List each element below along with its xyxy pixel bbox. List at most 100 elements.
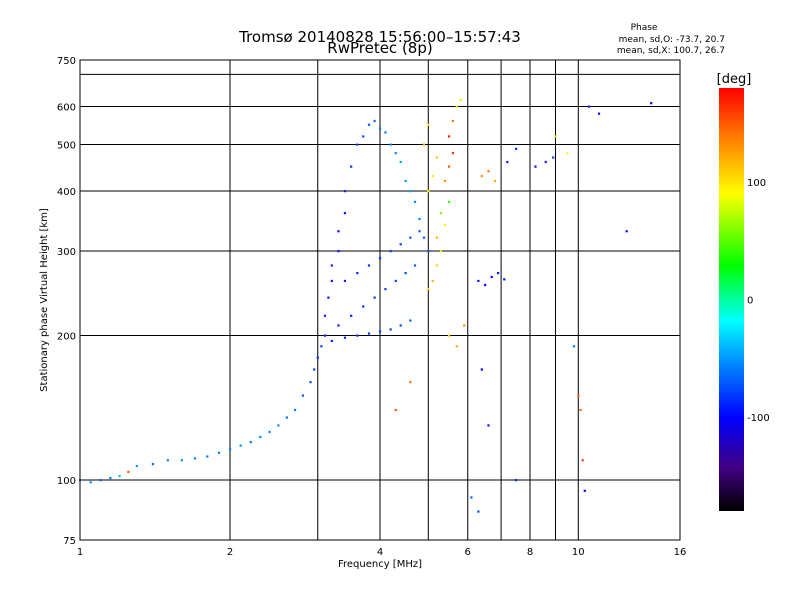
data-point [330, 339, 333, 343]
data-point [439, 212, 443, 215]
data-point [350, 165, 353, 168]
data-point [515, 147, 518, 150]
data-point [268, 430, 271, 434]
data-point [447, 165, 451, 168]
data-point [379, 127, 382, 130]
data-point [259, 435, 262, 439]
x-tick-label: 2 [227, 547, 233, 558]
data-point [394, 279, 397, 283]
data-point [239, 444, 242, 447]
data-point [343, 336, 347, 339]
data-point [443, 223, 447, 227]
data-point [337, 250, 340, 253]
data-point [89, 481, 92, 484]
y-tick-label: 500 [57, 141, 76, 152]
data-point [293, 408, 297, 412]
data-point [413, 200, 417, 203]
data-point [99, 479, 102, 482]
data-point [343, 190, 347, 193]
x-tick-label: 16 [674, 547, 687, 558]
data-point [625, 230, 628, 233]
y-tick-label: 600 [57, 103, 76, 114]
x-tick-labels: 1 2 4 6 8 10 16 [77, 547, 687, 558]
data-point [435, 236, 438, 239]
data-point [459, 98, 462, 101]
data-point [451, 119, 455, 123]
x-tick-label: 1 [77, 547, 83, 558]
y-tick-labels: 75 100 200 300 400 500 600 750 [57, 56, 76, 547]
data-point [330, 264, 333, 267]
data-point [373, 296, 376, 299]
data-point [477, 510, 480, 513]
x-tick-label: 8 [527, 547, 533, 558]
data-point [455, 345, 458, 348]
data-point [135, 464, 138, 468]
data-point [435, 156, 438, 159]
chart-subtitle: RwPretec (8p) [327, 39, 432, 57]
data-point [343, 212, 347, 215]
data-point [379, 257, 382, 260]
data-point [447, 135, 451, 138]
colorbar-label: [deg] [717, 72, 752, 87]
x-tick-label: 10 [572, 547, 585, 558]
data-point [422, 143, 426, 146]
data-point [337, 230, 340, 233]
y-tick-label: 100 [57, 476, 76, 487]
data-point [206, 455, 209, 458]
data-point [554, 135, 557, 138]
data-point [350, 314, 353, 317]
data-point [327, 296, 330, 299]
colorbar-tick-label: 0 [747, 296, 753, 307]
phase-stats-heading: Phase [631, 23, 658, 33]
data-point [451, 152, 455, 155]
phase-stats-x: mean, sd,X: 100.7, 26.7 [617, 46, 725, 56]
data-point [487, 424, 490, 427]
data-point [552, 156, 555, 159]
data-point [544, 160, 547, 164]
data-point [427, 190, 430, 193]
data-point [435, 264, 438, 267]
data-point [330, 279, 333, 283]
x-tick-label: 6 [465, 547, 471, 558]
data-point [443, 179, 447, 183]
data-point [427, 123, 430, 126]
data-point [418, 230, 421, 233]
data-point [367, 123, 371, 126]
data-point [384, 131, 387, 134]
data-point [413, 264, 417, 267]
y-tick-label: 75 [63, 536, 76, 547]
data-point [477, 279, 480, 283]
data-points [79, 98, 653, 513]
data-point [534, 165, 537, 168]
plot-frame [79, 59, 681, 541]
data-point [379, 330, 382, 333]
data-point [362, 135, 365, 138]
data-point [118, 474, 121, 478]
data-point [229, 448, 232, 451]
data-point [337, 324, 340, 327]
data-point [309, 381, 312, 384]
data-point [249, 441, 252, 444]
data-point [356, 334, 359, 337]
data-point [422, 236, 426, 239]
data-point [480, 368, 483, 371]
data-point [577, 394, 580, 397]
data-point [427, 288, 430, 291]
y-tick-label: 300 [57, 247, 76, 258]
data-point [409, 236, 412, 239]
data-point [323, 334, 327, 337]
data-point [487, 170, 490, 173]
data-point [356, 143, 359, 146]
y-tick-label: 750 [57, 56, 76, 67]
data-point [418, 217, 421, 221]
data-point [313, 368, 316, 371]
data-point [431, 174, 434, 178]
data-point [583, 489, 586, 492]
data-point [566, 152, 569, 155]
data-point [404, 271, 407, 275]
data-point [581, 459, 584, 462]
data-point [503, 278, 506, 281]
data-point [447, 334, 451, 337]
data-point [356, 271, 359, 275]
data-point [323, 314, 327, 317]
